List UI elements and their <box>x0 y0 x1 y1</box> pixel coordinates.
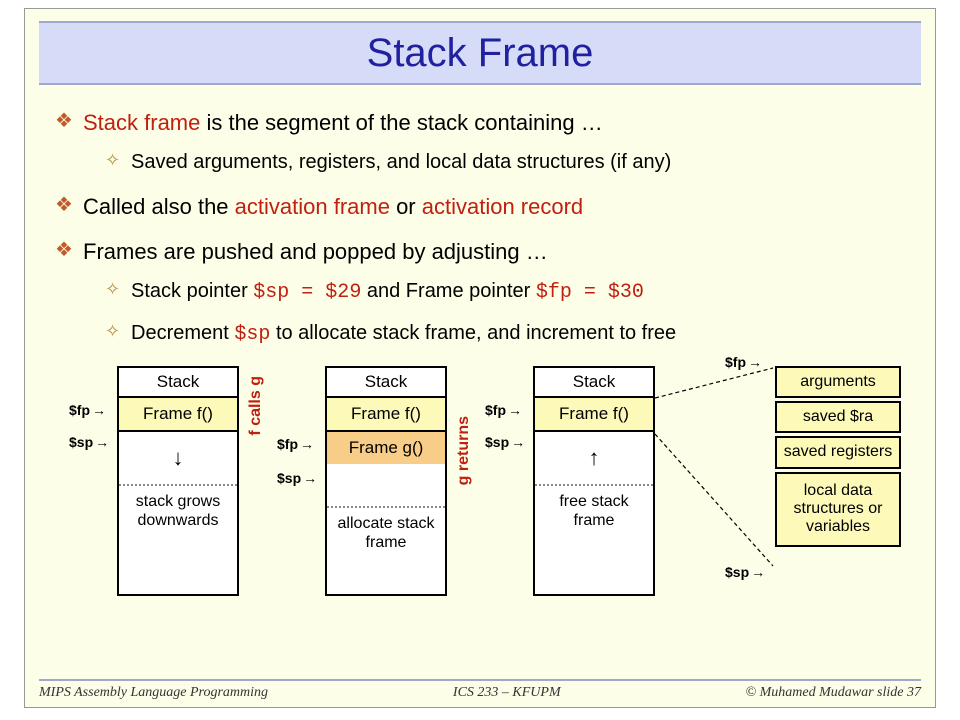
stack-2-frame-f: Frame f() <box>327 396 445 430</box>
detail-arguments: arguments <box>775 366 901 398</box>
up-arrow-icon: ↑ <box>589 445 600 471</box>
stack-3-header: Stack <box>535 368 653 396</box>
stack-1-fp-label: $fp→ <box>69 402 106 418</box>
stack-3-arrow: ↑ <box>535 430 653 484</box>
slide-footer: MIPS Assembly Language Programming ICS 2… <box>39 679 921 701</box>
stack-2: Stack Frame f() Frame g() allocate stack… <box>325 366 447 596</box>
arrow-right-icon: → <box>95 434 109 450</box>
stack-2-fp-label: $fp→ <box>277 436 314 452</box>
slide-title: Stack Frame <box>367 31 594 76</box>
stack-2-header: Stack <box>327 368 445 396</box>
bullet-3: Frames are pushed and popped by adjustin… <box>55 238 905 348</box>
arrow-right-icon: → <box>748 354 762 370</box>
arrow-right-icon: → <box>511 434 525 450</box>
arrow-right-icon: → <box>508 402 522 418</box>
arrow-right-icon: → <box>751 564 765 580</box>
stack-3-frame-f: Frame f() <box>535 396 653 430</box>
f-calls-g-label: f calls g <box>247 376 265 436</box>
fp-text-2: $fp <box>277 436 298 452</box>
stack-2-frame-g: Frame g() <box>327 430 445 464</box>
arrow-right-icon: → <box>303 470 317 486</box>
slide: Stack Frame Stack frame is the segment o… <box>24 8 936 708</box>
content-area: Stack frame is the segment of the stack … <box>25 85 935 626</box>
sp-text-3: $sp <box>485 434 509 450</box>
stack-3-footer: free stack frame <box>535 484 653 536</box>
sp-text-1: $sp <box>69 434 93 450</box>
b3s1-code1: $sp = $29 <box>253 281 361 304</box>
sp-text-4: $sp <box>725 564 749 580</box>
stack-1: Stack Frame f() ↓ stack grows downwards <box>117 366 239 596</box>
stack-3: Stack Frame f() ↑ free stack frame <box>533 366 655 596</box>
footer-right: © Muhamed Mudawar slide 37 <box>745 685 921 701</box>
bullet-1-term: Stack frame <box>83 110 200 135</box>
detail-sp-label: $sp→ <box>725 564 765 580</box>
bullet-3-text: Frames are pushed and popped by adjustin… <box>83 239 548 264</box>
bullet-3-sub2: Decrement $sp to allocate stack frame, a… <box>105 320 905 348</box>
b3s1-mid: and Frame pointer <box>361 280 536 302</box>
fp-text-1: $fp <box>69 402 90 418</box>
stack-1-frame-f: Frame f() <box>119 396 237 430</box>
stack-1-header: Stack <box>119 368 237 396</box>
detail-local-data: local data structures or variables <box>775 472 901 547</box>
stack-2-sp-label: $sp→ <box>277 470 317 486</box>
bullet-1: Stack frame is the segment of the stack … <box>55 109 905 175</box>
bullet-2-a: activation frame <box>235 194 390 219</box>
fp-text-4: $fp <box>725 354 746 370</box>
bullet-list: Stack frame is the segment of the stack … <box>55 109 905 348</box>
detail-fp-label: $fp→ <box>725 354 762 370</box>
b3s1-code2: $fp = $30 <box>536 281 644 304</box>
bullet-1-rest: is the segment of the stack containing … <box>200 110 602 135</box>
bullet-2-pre: Called also the <box>83 194 235 219</box>
stack-1-footer: stack grows downwards <box>119 484 237 536</box>
b3s2-pre: Decrement <box>131 322 234 344</box>
bullet-3-sub1: Stack pointer $sp = $29 and Frame pointe… <box>105 278 905 306</box>
b3s2-code: $sp <box>234 323 270 346</box>
g-returns-label: g returns <box>455 416 473 485</box>
stack-2-footer: allocate stack frame <box>327 506 445 558</box>
arrow-right-icon: → <box>300 436 314 452</box>
stack-3-sp-label: $sp→ <box>485 434 525 450</box>
stack-3-fp-label: $fp→ <box>485 402 522 418</box>
b3s1-pre: Stack pointer <box>131 280 253 302</box>
stack-diagram: Stack Frame f() ↓ stack grows downwards … <box>55 366 905 626</box>
bullet-2: Called also the activation frame or acti… <box>55 193 905 221</box>
footer-center: ICS 233 – KFUPM <box>453 685 561 701</box>
bullet-2-mid: or <box>390 194 422 219</box>
detail-saved-ra: saved $ra <box>775 401 901 433</box>
arrow-right-icon: → <box>92 402 106 418</box>
stack-1-arrow: ↓ <box>119 430 237 484</box>
bullet-2-b: activation record <box>422 194 583 219</box>
frame-detail: arguments saved $ra saved registers loca… <box>775 366 901 550</box>
stack-1-sp-label: $sp→ <box>69 434 109 450</box>
footer-left: MIPS Assembly Language Programming <box>39 685 268 701</box>
detail-saved-regs: saved registers <box>775 436 901 468</box>
fp-text-3: $fp <box>485 402 506 418</box>
dashed-connectors <box>655 366 785 596</box>
title-bar: Stack Frame <box>39 21 921 85</box>
sp-text-2: $sp <box>277 470 301 486</box>
bullet-1-sub1: Saved arguments, registers, and local da… <box>105 149 905 175</box>
b3s2-rest: to allocate stack frame, and increment t… <box>270 322 676 344</box>
down-arrow-icon: ↓ <box>173 445 184 471</box>
